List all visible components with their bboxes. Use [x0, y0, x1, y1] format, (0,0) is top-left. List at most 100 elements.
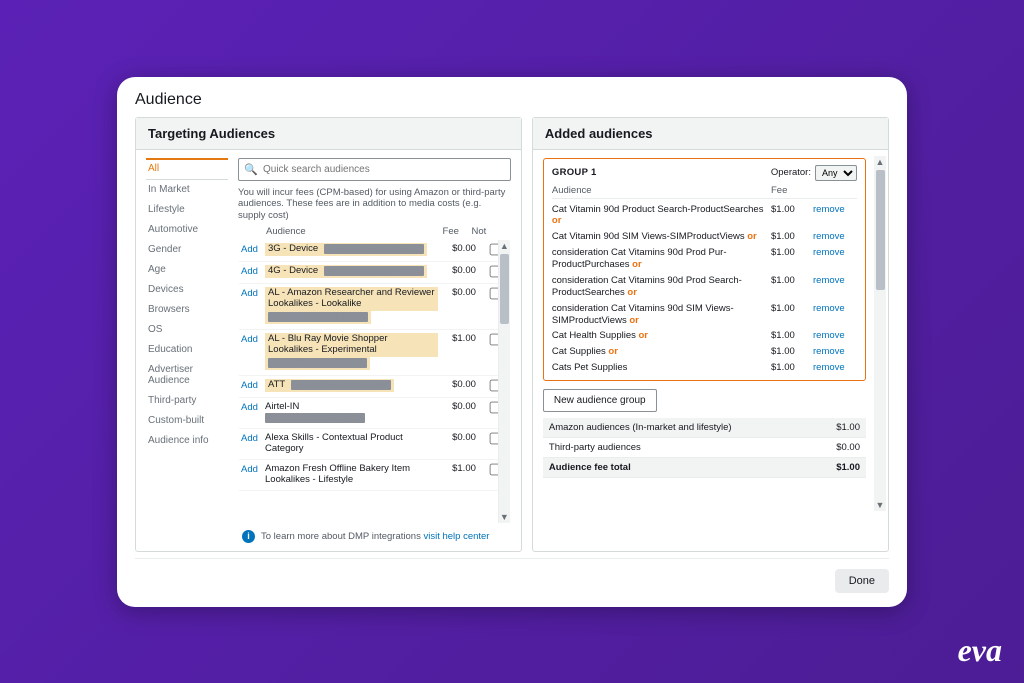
added-fee: $1.00: [771, 303, 813, 314]
audience-window: Audience Targeting Audiences AllIn Marke…: [117, 77, 907, 607]
category-tab-devices[interactable]: Devices: [146, 280, 228, 300]
done-button[interactable]: Done: [835, 569, 889, 593]
category-tab-advertiser-audience[interactable]: Advertiser Audience: [146, 360, 228, 391]
audience-fee: $0.00: [444, 432, 486, 443]
category-tab-custom-built[interactable]: Custom-built: [146, 411, 228, 431]
added-fee: $1.00: [771, 330, 813, 341]
new-group-button[interactable]: New audience group: [543, 389, 657, 412]
audience-name: ATT9703068980864739119: [265, 379, 444, 392]
targeting-header: Targeting Audiences: [136, 118, 521, 150]
audience-fee: $1.00: [444, 333, 486, 344]
added-name: Cat Vitamin 90d SIM Views-SIMProductView…: [552, 231, 771, 243]
operator-label: Operator:: [771, 167, 811, 178]
total-label: Third-party audiences: [549, 442, 641, 453]
add-link[interactable]: Add: [241, 401, 265, 413]
category-tab-age[interactable]: Age: [146, 260, 228, 280]
total-label: Audience fee total: [549, 462, 631, 473]
audience-fee: $0.00: [444, 265, 486, 276]
dmp-info: i To learn more about DMP integrations v…: [238, 530, 511, 543]
remove-link[interactable]: remove: [813, 303, 845, 314]
add-link[interactable]: Add: [241, 243, 265, 255]
added-row: Cats Pet Supplies$1.00remove: [552, 360, 857, 376]
audience-group-1: GROUP 1 Operator: Any Audience Fee: [543, 158, 866, 382]
add-link[interactable]: Add: [241, 265, 265, 277]
category-tabs: AllIn MarketLifestyleAutomotiveGenderAge…: [146, 158, 228, 543]
added-fee: $1.00: [771, 247, 813, 258]
targeting-row: Add4G - Device3635007131532441158$0.00: [239, 262, 510, 284]
added-row: Cat Vitamin 90d SIM Views-SIMProductView…: [552, 229, 857, 245]
operator-select[interactable]: Any: [815, 165, 857, 181]
remove-link[interactable]: remove: [813, 330, 845, 341]
add-link[interactable]: Add: [241, 463, 265, 475]
category-tab-audience-info[interactable]: Audience info: [146, 431, 228, 451]
category-tab-gender[interactable]: Gender: [146, 240, 228, 260]
group-columns: Audience Fee: [552, 185, 857, 199]
add-link[interactable]: Add: [241, 379, 265, 391]
help-link[interactable]: visit help center: [423, 531, 489, 542]
total-value: $0.00: [836, 442, 860, 453]
added-panel: Added audiences GROUP 1 Operator: Any: [532, 117, 889, 552]
add-link[interactable]: Add: [241, 432, 265, 444]
targeting-row: AddAL - Amazon Researcher and Reviewer L…: [239, 284, 510, 330]
added-row: Cat Vitamin 90d Product Search-ProductSe…: [552, 202, 857, 230]
audience-name: AL - Amazon Researcher and Reviewer Look…: [265, 287, 444, 324]
targeting-scrollbar[interactable]: ▲ ▼: [498, 240, 510, 522]
search-input[interactable]: [238, 158, 511, 181]
remove-link[interactable]: remove: [813, 231, 845, 242]
remove-link[interactable]: remove: [813, 204, 845, 215]
added-name: Cat Health Supplies or: [552, 330, 771, 342]
audience-fee: $0.00: [444, 287, 486, 298]
targeting-row: AddAlexa Skills - Contextual Product Cat…: [239, 429, 510, 460]
fee-note: You will incur fees (CPM-based) for usin…: [238, 187, 511, 223]
added-name: consideration Cat Vitamins 90d SIM Views…: [552, 303, 771, 327]
scroll-up-icon[interactable]: ▲: [500, 240, 509, 252]
targeting-body: AllIn MarketLifestyleAutomotiveGenderAge…: [136, 150, 521, 551]
scroll-down-icon[interactable]: ▼: [876, 499, 885, 511]
added-row: consideration Cat Vitamins 90d SIM Views…: [552, 301, 857, 329]
group-name: GROUP 1: [552, 167, 597, 178]
remove-link[interactable]: remove: [813, 346, 845, 357]
added-body: GROUP 1 Operator: Any Audience Fee: [533, 150, 888, 551]
page-title: Audience: [135, 91, 889, 109]
added-name: Cats Pet Supplies: [552, 362, 771, 374]
category-tab-browsers[interactable]: Browsers: [146, 300, 228, 320]
added-row: Cat Health Supplies or$1.00remove: [552, 328, 857, 344]
added-row: Cat Supplies or$1.00remove: [552, 344, 857, 360]
targeting-list: Add3G - Device4000033627052557904$0.00Ad…: [238, 239, 511, 523]
remove-link[interactable]: remove: [813, 275, 845, 286]
total-row: Third-party audiences $0.00: [543, 438, 866, 458]
scroll-thumb[interactable]: [500, 254, 509, 324]
category-tab-automotive[interactable]: Automotive: [146, 220, 228, 240]
columns: Targeting Audiences AllIn MarketLifestyl…: [135, 117, 889, 552]
scroll-thumb[interactable]: [876, 170, 885, 290]
added-fee: $1.00: [771, 346, 813, 357]
added-header: Added audiences: [533, 118, 888, 150]
added-name: consideration Cat Vitamins 90d Prod Pur-…: [552, 247, 771, 271]
add-link[interactable]: Add: [241, 287, 265, 299]
audience-fee: $0.00: [444, 243, 486, 254]
total-row: Amazon audiences (In-market and lifestyl…: [543, 418, 866, 438]
col-audience: Audience: [266, 226, 423, 237]
search-wrap: 🔍: [238, 158, 511, 181]
scroll-up-icon[interactable]: ▲: [876, 156, 885, 168]
search-icon: 🔍: [244, 163, 258, 176]
category-tab-third-party[interactable]: Third-party: [146, 391, 228, 411]
add-link[interactable]: Add: [241, 333, 265, 345]
audience-name: Alexa Skills - Contextual Product Catego…: [265, 432, 444, 454]
category-tab-lifestyle[interactable]: Lifestyle: [146, 200, 228, 220]
category-tab-all[interactable]: All: [146, 158, 228, 180]
total-value: $1.00: [836, 422, 860, 433]
operator-control: Operator: Any: [771, 165, 857, 181]
targeting-main: 🔍 You will incur fees (CPM-based) for us…: [238, 158, 511, 543]
category-tab-in-market[interactable]: In Market: [146, 180, 228, 200]
category-tab-education[interactable]: Education: [146, 340, 228, 360]
total-row: Audience fee total$1.00: [543, 458, 866, 478]
remove-link[interactable]: remove: [813, 247, 845, 258]
category-tab-os[interactable]: OS: [146, 320, 228, 340]
added-scrollbar[interactable]: ▲ ▼: [874, 156, 886, 511]
scroll-down-icon[interactable]: ▼: [500, 511, 509, 523]
added-fee: $1.00: [771, 362, 813, 373]
remove-link[interactable]: remove: [813, 362, 845, 373]
added-fee: $1.00: [771, 275, 813, 286]
audience-name: 3G - Device4000033627052557904: [265, 243, 444, 256]
